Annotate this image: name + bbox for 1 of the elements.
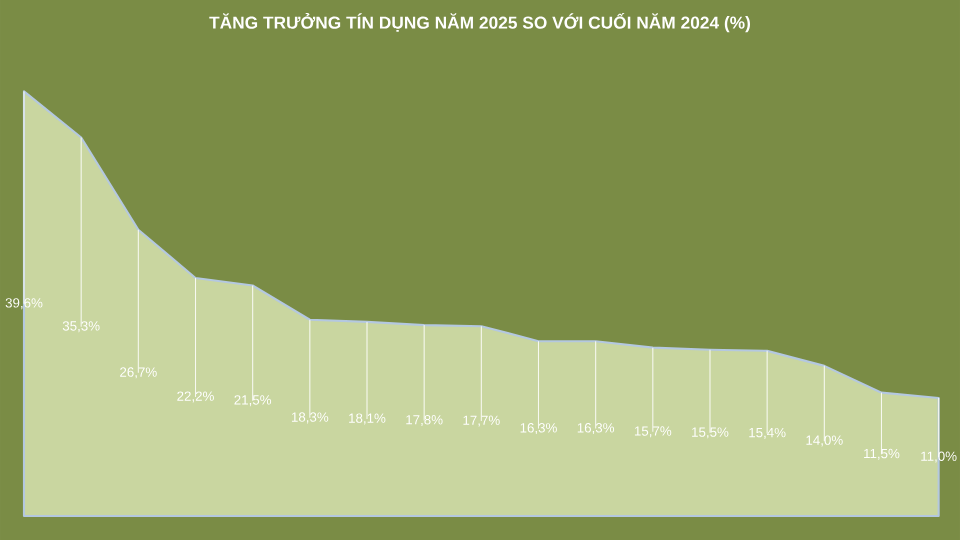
chart-title: TĂNG TRƯỞNG TÍN DỤNG NĂM 2025 SO VỚI CUỐI NĂM 2024 (%)	[209, 13, 751, 33]
